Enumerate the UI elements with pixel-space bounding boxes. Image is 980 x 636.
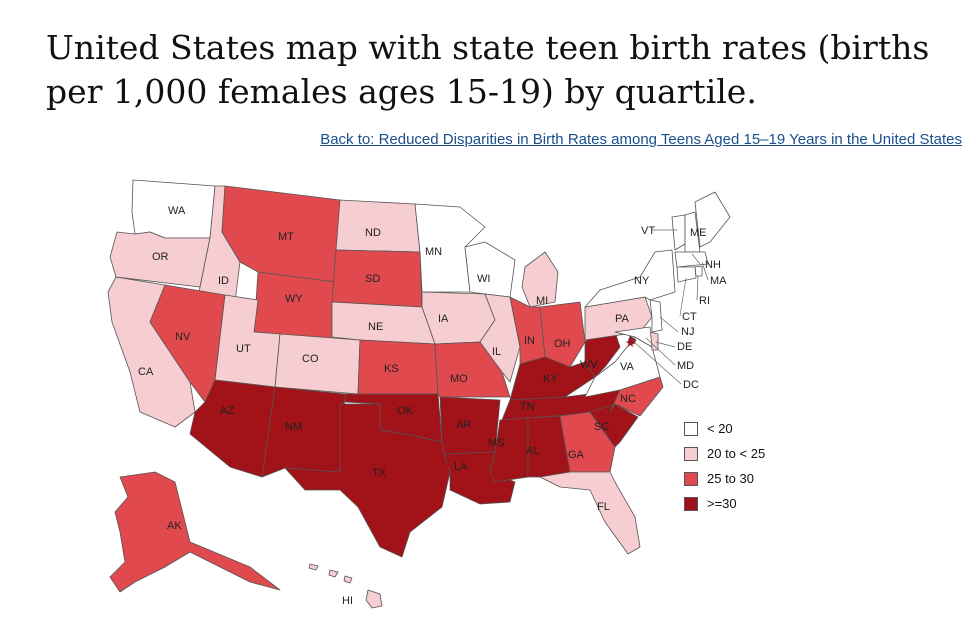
state-label-ak: AK <box>167 520 182 532</box>
dc-star: ★ <box>625 336 636 350</box>
state-nd <box>335 199 421 253</box>
state-label-ct: CT <box>682 311 697 323</box>
state-label-de: DE <box>677 341 692 353</box>
state-label-id: ID <box>218 275 229 287</box>
legend-label: 25 to 30 <box>707 471 754 486</box>
state-nm <box>261 386 346 478</box>
state-label-ma: MA <box>710 275 727 287</box>
state-ct <box>676 266 697 283</box>
state-label-ca: CA <box>138 366 154 378</box>
leader-lines <box>631 229 709 385</box>
state-label-il: IL <box>492 346 501 358</box>
state-label-ky: KY <box>543 373 558 385</box>
state-label-sc: SC <box>594 421 609 433</box>
state-hi <box>308 563 383 609</box>
state-label-ri: RI <box>699 295 710 307</box>
state-ga <box>559 411 616 473</box>
state-label-oh: OH <box>554 338 571 350</box>
state-label-tx: TX <box>372 467 387 479</box>
legend-swatch <box>684 421 698 436</box>
state-ne <box>331 301 436 345</box>
legend-label: < 20 <box>707 421 733 436</box>
state-label-md: MD <box>677 360 694 372</box>
page-title: United States map with state teen birth … <box>46 28 930 111</box>
state-label-ne: NE <box>368 321 383 333</box>
state-me <box>694 191 731 248</box>
legend: < 20 20 to < 25 25 to 30 >=30 <box>684 416 765 516</box>
state-label-az: AZ <box>220 405 234 417</box>
state-vt <box>671 214 686 251</box>
legend-swatch <box>684 471 698 486</box>
state-label-ny: NY <box>634 275 650 287</box>
state-label-al: AL <box>526 445 539 457</box>
state-label-tn: TN <box>520 401 535 413</box>
state-label-ok: OK <box>397 405 414 417</box>
us-map: WA OR CA ID NV MT WY UT CO AZ NM ND SD N… <box>40 172 830 632</box>
state-label-fl: FL <box>597 501 610 513</box>
state-label-mt: MT <box>278 231 294 243</box>
back-link[interactable]: Back to: Reduced Disparities in Birth Ra… <box>320 131 962 148</box>
state-wy <box>253 271 337 343</box>
legend-label: 20 to < 25 <box>707 446 766 461</box>
state-label-wy: WY <box>285 293 303 305</box>
state-label-hi: HI <box>342 595 353 607</box>
state-mi <box>521 251 559 308</box>
legend-item: >=30 <box>684 491 765 516</box>
state-label-mi: MI <box>536 295 548 307</box>
legend-label: >=30 <box>707 496 737 511</box>
state-label-va: VA <box>620 361 635 373</box>
state-label-or: OR <box>152 251 169 263</box>
state-ny <box>584 249 676 308</box>
us-map-svg: WA OR CA ID NV MT WY UT CO AZ NM ND SD N… <box>107 179 731 609</box>
state-label-nj: NJ <box>681 326 694 338</box>
state-md <box>614 326 653 348</box>
state-ak <box>109 471 281 593</box>
state-wi <box>464 241 516 298</box>
state-label-wv: WV <box>580 359 598 371</box>
state-label-ks: KS <box>384 363 399 375</box>
state-label-wa: WA <box>168 205 186 217</box>
state-label-vt: VT <box>641 225 655 237</box>
state-label-ms: MS <box>488 437 505 449</box>
state-label-nd: ND <box>365 227 381 239</box>
legend-item: 25 to 30 <box>684 466 765 491</box>
state-label-nm: NM <box>285 421 302 433</box>
state-tx <box>284 403 451 558</box>
state-sc <box>589 403 639 448</box>
state-label-pa: PA <box>615 313 630 325</box>
state-label-ar: AR <box>456 419 471 431</box>
state-label-wi: WI <box>477 273 490 285</box>
state-label-ut: UT <box>236 343 251 355</box>
legend-swatch <box>684 446 698 461</box>
legend-item: < 20 <box>684 416 765 441</box>
state-label-la: LA <box>454 461 468 473</box>
state-label-mn: MN <box>425 246 442 258</box>
legend-item: 20 to < 25 <box>684 441 765 466</box>
state-label-ga: GA <box>568 449 585 461</box>
state-label-ia: IA <box>438 313 449 325</box>
state-label-co: CO <box>302 353 319 365</box>
state-label-dc: DC <box>683 379 699 391</box>
state-fl <box>539 471 641 555</box>
state-oh <box>539 301 586 368</box>
state-label-me: ME <box>690 227 707 239</box>
state-label-nc: NC <box>620 393 636 405</box>
state-label-nh: NH <box>705 259 721 271</box>
legend-swatch <box>684 496 698 511</box>
state-label-mo: MO <box>450 373 468 385</box>
state-label-nv: NV <box>175 331 191 343</box>
state-label-sd: SD <box>365 273 380 285</box>
state-label-in: IN <box>524 335 535 347</box>
state-nj <box>649 299 663 333</box>
